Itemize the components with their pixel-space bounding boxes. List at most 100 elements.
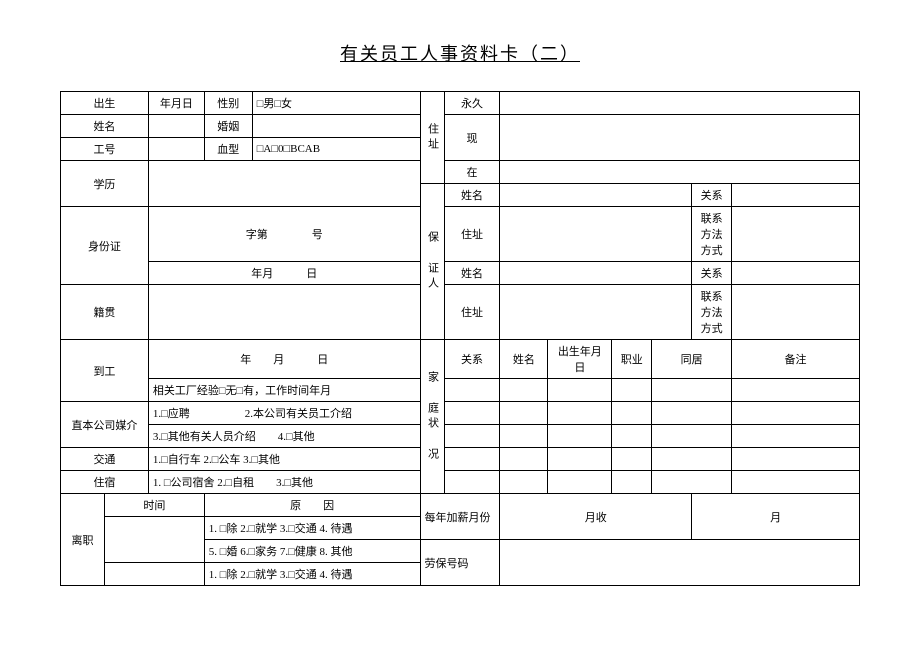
- f-r3-job: [612, 425, 652, 448]
- f-r5-name: [500, 471, 548, 494]
- personnel-form-table: 出生 年月日 性别 □男□女 住址 永久 姓名 婚姻 现 工号 血型 □A□0□…: [60, 91, 860, 586]
- label-family: 家 庭状 况: [420, 340, 444, 494]
- val-stay: 1. □公司宿舍 2.□自租 3.□其他: [148, 471, 420, 494]
- label-f-job: 职业: [612, 340, 652, 379]
- f-r2-rel: [444, 402, 500, 425]
- val-workstart: 年 月 日: [148, 340, 420, 379]
- f-r3-rel: [444, 425, 500, 448]
- label-at: 在: [444, 161, 500, 184]
- label-leave: 离职: [61, 494, 105, 586]
- label-media: 直本公司媒介: [61, 402, 149, 448]
- f-r2-live: [652, 402, 732, 425]
- val-transport: 1.□自行车 2.□公车 3.□其他: [148, 448, 420, 471]
- f-r4-name: [500, 448, 548, 471]
- leave-time1: [104, 517, 204, 563]
- f-r3-birth: [548, 425, 612, 448]
- val-empno: [148, 138, 204, 161]
- label-guarantor: 保 证人: [420, 184, 444, 340]
- f-r2-job: [612, 402, 652, 425]
- label-g-name2: 姓名: [444, 262, 500, 285]
- val-g-rel1: [732, 184, 860, 207]
- label-f-remark: 备注: [732, 340, 860, 379]
- f-r3-name: [500, 425, 548, 448]
- label-name: 姓名: [61, 115, 149, 138]
- label-transport: 交通: [61, 448, 149, 471]
- f-r4-job: [612, 448, 652, 471]
- val-g-contact2: [732, 285, 860, 340]
- val-gender: □男□女: [252, 92, 420, 115]
- label-g-rel1: 关系: [692, 184, 732, 207]
- f-r3-remark: [732, 425, 860, 448]
- val-idcard2: 年月 日: [148, 262, 420, 285]
- val-edu: [148, 161, 420, 207]
- label-monthincome: 月收: [500, 494, 692, 540]
- f-r4-rel: [444, 448, 500, 471]
- label-gender: 性别: [204, 92, 252, 115]
- f-r4-remark: [732, 448, 860, 471]
- val-factory-exp: 相关工厂经验□无□有，工作时间年月: [148, 379, 420, 402]
- label-marriage: 婚姻: [204, 115, 252, 138]
- label-edu: 学历: [61, 161, 149, 207]
- f-r5-live: [652, 471, 732, 494]
- f-r1-birth: [548, 379, 612, 402]
- label-stay: 住宿: [61, 471, 149, 494]
- label-f-rel: 关系: [444, 340, 500, 379]
- label-f-live: 同居: [652, 340, 732, 379]
- leave-reason1: 1. □除 2.□就学 3.□交通 4. 待遇: [204, 517, 420, 540]
- val-birth: 年月日: [148, 92, 204, 115]
- f-r1-live: [652, 379, 732, 402]
- label-g-addr2: 住址: [444, 285, 500, 340]
- label-permanent: 永久: [444, 92, 500, 115]
- val-g-name1: [500, 184, 692, 207]
- val-blood: □A□0□BCAB: [252, 138, 420, 161]
- f-r1-rel: [444, 379, 500, 402]
- label-reason: 原 因: [204, 494, 420, 517]
- label-idcard: 身份证: [61, 207, 149, 285]
- val-marriage: [252, 115, 420, 138]
- label-f-birth: 出生年月日: [548, 340, 612, 379]
- label-f-name: 姓名: [500, 340, 548, 379]
- val-media1: 1.□应聘 2.本公司有关员工介绍: [148, 402, 420, 425]
- label-g-contact1: 联系方法方式: [692, 207, 732, 262]
- f-r1-name: [500, 379, 548, 402]
- label-empno: 工号: [61, 138, 149, 161]
- label-birth: 出生: [61, 92, 149, 115]
- page-title: 有关员工人事资料卡（二）: [60, 40, 860, 66]
- label-current: 现: [444, 115, 500, 161]
- label-address: 住址: [420, 92, 444, 184]
- f-r3-live: [652, 425, 732, 448]
- val-g-contact1: [732, 207, 860, 262]
- val-media2: 3.□其他有关人员介绍 4.□其他: [148, 425, 420, 448]
- label-g-contact2: 联系方法方式: [692, 285, 732, 340]
- label-raise: 每年加薪月份: [420, 494, 500, 540]
- label-laborno: 劳保号码: [420, 540, 500, 586]
- val-permanent: [500, 92, 860, 115]
- f-r1-remark: [732, 379, 860, 402]
- val-laborno: [500, 540, 860, 586]
- f-r1-job: [612, 379, 652, 402]
- val-g-addr2: [500, 285, 692, 340]
- label-g-addr1: 住址: [444, 207, 500, 262]
- label-blood: 血型: [204, 138, 252, 161]
- f-r4-live: [652, 448, 732, 471]
- label-g-name1: 姓名: [444, 184, 500, 207]
- val-at: [500, 161, 860, 184]
- f-r5-job: [612, 471, 652, 494]
- val-g-name2: [500, 262, 692, 285]
- label-month: 月: [692, 494, 860, 540]
- f-r5-remark: [732, 471, 860, 494]
- leave-time2: [104, 563, 204, 586]
- f-r4-birth: [548, 448, 612, 471]
- val-idcard1: 字第 号: [148, 207, 420, 262]
- f-r2-remark: [732, 402, 860, 425]
- label-g-rel2: 关系: [692, 262, 732, 285]
- val-origin: [148, 285, 420, 340]
- leave-reason2: 5. □婚 6.□家务 7.□健康 8. 其他: [204, 540, 420, 563]
- f-r2-birth: [548, 402, 612, 425]
- val-g-rel2: [732, 262, 860, 285]
- label-origin: 籍贯: [61, 285, 149, 340]
- label-workstart: 到工: [61, 340, 149, 402]
- val-current: [500, 115, 860, 161]
- f-r5-birth: [548, 471, 612, 494]
- f-r5-rel: [444, 471, 500, 494]
